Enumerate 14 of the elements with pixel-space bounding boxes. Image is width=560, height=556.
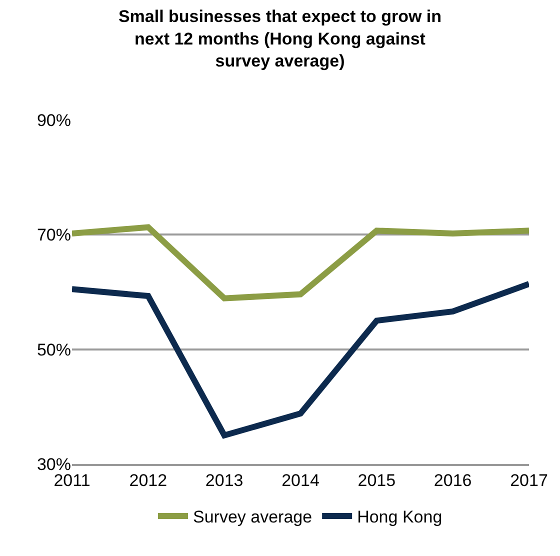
y-tick-label: 90% [36, 110, 71, 130]
legend-label: Survey average [193, 508, 312, 527]
x-tick-label: 2016 [434, 471, 472, 490]
x-tick-label: 2012 [129, 471, 168, 490]
legend-label: Hong Kong [357, 508, 442, 527]
chart-title: Small businesses that expect to grow in next 12 months (Hong Kong against survey average) [118, 7, 442, 70]
y-tick-label: 50% [36, 340, 71, 360]
x-tick-label: 2013 [205, 471, 244, 490]
y-tick-label: 70% [36, 226, 71, 245]
x-tick-label: 2014 [282, 471, 320, 490]
x-tick-label: 2017 [510, 471, 548, 490]
x-tick-label: 2011 [54, 471, 90, 490]
x-tick-label: 2015 [358, 471, 396, 490]
y-tick-label: 30% [36, 454, 71, 474]
